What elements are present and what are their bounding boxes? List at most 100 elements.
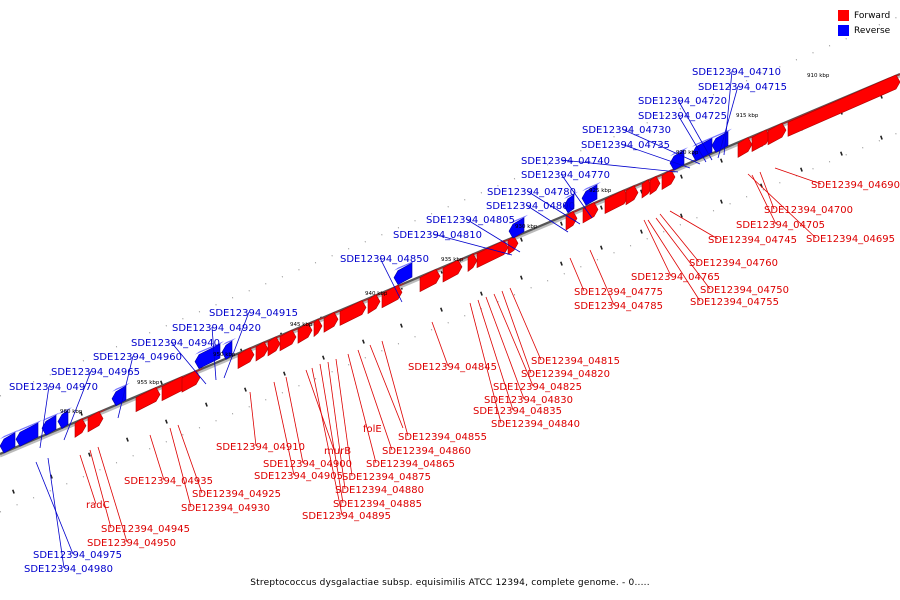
forward-gene-label: SDE12394_04905 — [254, 471, 343, 482]
reverse-swatch — [838, 25, 849, 36]
reverse-leader-line — [432, 233, 513, 256]
reverse-leader-line — [35, 461, 74, 555]
scale-tick — [160, 380, 163, 385]
scale-tick — [840, 151, 843, 156]
legend: Forward Reverse — [838, 8, 890, 38]
forward-gene — [279, 329, 297, 352]
reverse-gene — [508, 217, 525, 239]
reverse-gene-label: SDE12394_04805 — [426, 215, 515, 226]
forward-gene — [237, 347, 255, 370]
reverse-gene — [221, 340, 233, 360]
forward-gene-label: SDE12394_04950 — [87, 538, 176, 549]
forward-gene-label: SDE12394_04820 — [521, 369, 610, 380]
reverse-gene-label: SDE12394_04770 — [521, 170, 610, 181]
scale-tick — [520, 275, 523, 280]
forward-leader-line — [319, 363, 344, 504]
reverse-gene-label: SDE12394_04800 — [486, 201, 575, 212]
reverse-gene-label: SDE12394_04730 — [582, 125, 671, 136]
scale-tick — [600, 205, 603, 210]
reverse-gene-top — [0, 429, 19, 439]
reverse-gene-top — [195, 341, 224, 355]
forward-gene-label: SDE12394_04875 — [342, 472, 431, 483]
scale-tick — [244, 387, 247, 392]
reverse-leader-line — [39, 385, 50, 449]
scale-dots-upper — [0, 15, 900, 397]
forward-leader-line — [747, 173, 817, 239]
forward-gene-label: SDE12394_04785 — [574, 301, 663, 312]
reverse-gene — [581, 184, 598, 206]
reverse-gene-label: SDE12394_04960 — [93, 352, 182, 363]
forward-gene-label: SDE12394_04830 — [484, 395, 573, 406]
forward-swatch — [838, 10, 849, 21]
forward-gene — [442, 259, 463, 283]
scale-tick — [400, 323, 403, 328]
reverse-gene-label: SDE12394_04975 — [33, 550, 122, 561]
genome-caption: Streptococcus dysgalactiae subsp. equisi… — [250, 578, 650, 588]
reverse-gene — [0, 432, 16, 454]
forward-gene — [181, 370, 201, 393]
forward-gene-label: SDE12394_04900 — [263, 459, 352, 470]
scale-tick — [480, 291, 483, 296]
forward-leader-line — [643, 219, 672, 277]
reverse-gene — [57, 409, 69, 429]
forward-leader-line — [477, 299, 514, 411]
forward-leader-line — [335, 358, 353, 477]
forward-leader-line — [357, 349, 393, 451]
scale-tick — [680, 213, 683, 218]
forward-gene-label: SDE12394_04705 — [736, 220, 825, 231]
scale-tick — [520, 237, 523, 242]
gene-labels: SDE12394_04690 SDE12394_04700 SDE12394_047… — [9, 67, 900, 575]
forward-leader-line — [285, 376, 304, 464]
reverse-gene-label: SDE12394_04970 — [9, 382, 98, 393]
scale-tick — [322, 355, 325, 360]
reverse-leader-line — [525, 204, 569, 233]
forward-leader-line — [273, 381, 295, 476]
scale-tick — [600, 245, 603, 250]
reverse-gene-top — [692, 135, 716, 147]
reverse-gene-top — [582, 181, 601, 192]
tick-dots — [0, 15, 900, 513]
forward-gene-label: SDE12394_04855 — [398, 432, 487, 443]
forward-leader-line — [305, 369, 335, 451]
reverse-gene-label: SDE12394_04810 — [393, 230, 482, 241]
scale-tick — [283, 371, 286, 376]
forward-gene — [87, 411, 104, 433]
reverse-gene-label: SDE12394_04980 — [24, 564, 113, 575]
reverse-leader-line — [117, 355, 134, 419]
forward-gene-label: SDE12394_04925 — [192, 489, 281, 500]
forward-gene — [135, 387, 161, 413]
reverse-leader-line — [560, 173, 593, 219]
reverse-gene-top — [58, 407, 72, 415]
kbp-tick-label: 940 kbp — [365, 291, 388, 297]
forward-leader-line — [589, 249, 615, 306]
forward-gene-label: SDE12394_04835 — [473, 406, 562, 417]
forward-leader-line — [89, 449, 112, 529]
forward-leader-line — [97, 446, 128, 543]
reverse-leader-line — [47, 457, 65, 569]
scale-tick — [560, 261, 563, 266]
forward-gene-label: SDE12394_04765 — [631, 272, 720, 283]
reverse-gene-label: SDE12394_04710 — [692, 67, 781, 78]
forward-leader-line — [431, 321, 449, 367]
kbp-tick-label: 955 kbp — [137, 380, 160, 386]
forward-gene — [74, 418, 87, 438]
scale-tick — [125, 437, 129, 442]
forward-leader-line — [647, 219, 701, 302]
reverse-leader-line — [223, 311, 250, 379]
reverse-leader-line — [560, 159, 679, 173]
forward-leader-line — [381, 340, 409, 437]
forward-gene-label: SDE12394_04910 — [216, 442, 305, 453]
reverse-leader-line — [526, 190, 581, 225]
scale-dots-lower — [0, 131, 900, 513]
kbp-tick-label: 925 kbp — [589, 188, 612, 194]
forward-gene-label: SDE12394_04880 — [335, 485, 424, 496]
forward-leader-line — [311, 367, 343, 516]
reverse-leader-line — [677, 99, 713, 161]
forward-leader-line — [759, 171, 775, 210]
forward-gene-label: SDE12394_04945 — [101, 524, 190, 535]
scale-tick — [800, 167, 803, 172]
forward-gene-label: SDE12394_04935 — [124, 476, 213, 487]
reverse-leader-line — [465, 218, 521, 253]
scale-tick — [79, 411, 83, 416]
reverse-gene-label: SDE12394_04715 — [698, 82, 787, 93]
